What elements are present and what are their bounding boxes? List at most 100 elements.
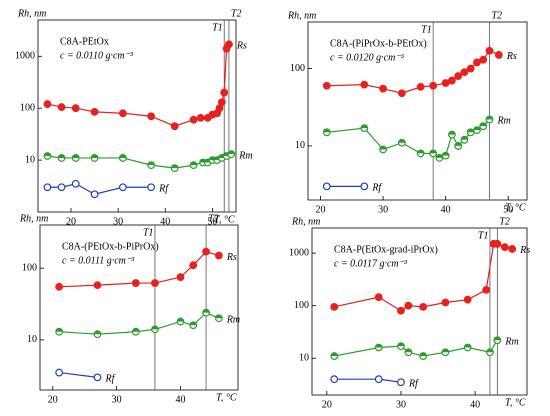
data-point [170,164,179,173]
y-tick-label: 100 [294,300,309,311]
marker-half [151,326,159,330]
data-point [330,352,339,360]
data-point [485,115,494,124]
marker [441,298,450,307]
marker [374,293,383,302]
marker-half [419,352,427,357]
marker [57,103,66,111]
series-name: Rm [504,337,518,348]
marker-half [397,342,405,347]
marker-half [442,152,449,156]
data-point [202,247,210,256]
data-point [118,183,127,192]
y-axis-label: Rh, nm [291,216,320,227]
series-name: Rf [408,379,419,390]
marker [90,190,99,199]
marker-half [442,348,449,353]
marker [419,302,428,311]
marker-half [464,344,471,348]
series-line [334,339,498,357]
data-point [435,154,444,162]
data-point [482,285,491,294]
data-point [214,251,223,260]
marker [360,80,369,89]
y-tick-label: 10 [299,353,309,364]
marker-half [132,328,140,332]
data-point [118,154,127,162]
marker-half [119,154,127,158]
y-tick-label: 100 [22,262,37,273]
plot-frame [307,21,528,201]
marker [57,183,66,192]
marker [494,51,503,59]
data-point [463,295,472,304]
series-line [59,371,98,378]
data-point [374,375,383,384]
data-point [441,151,450,160]
data-point [93,373,102,382]
panel-title: C8A-(PEtOx-b-PiPrOx) [62,241,159,252]
marker-half [58,154,65,158]
data-point [131,327,140,336]
y-tick-label: 10 [25,154,35,165]
marker-half [171,164,179,169]
series-name: Rm [496,116,510,127]
marker-half [44,152,51,156]
data-point [419,352,428,360]
marker [429,81,438,90]
x-axis-label: T, °C [214,214,235,225]
transition-label: T1 [421,24,432,35]
data-point [176,317,185,326]
marker [404,301,413,310]
data-point [416,149,425,158]
marker [189,261,198,270]
data-point [360,124,369,133]
data-point [330,375,339,384]
marker [170,122,179,131]
x-tick-label: 30 [112,394,122,405]
series-name: Rs [226,252,237,263]
marker [463,295,472,304]
marker-half [190,161,197,166]
marker [189,115,198,124]
marker [71,104,80,113]
marker-half [429,150,437,154]
marker [330,375,339,384]
transition-label: T1 [212,22,223,33]
data-point [397,378,405,387]
marker [147,112,156,121]
data-point [118,109,127,118]
series-name: Rf [158,184,169,195]
marker-half [215,315,223,319]
data-point [176,273,185,282]
marker [441,79,450,87]
data-point [322,182,331,191]
plot-frame [37,19,237,213]
data-point [43,100,52,108]
series-name: Rm [226,315,240,326]
data-point [479,122,488,131]
plot-frame [311,227,528,396]
marker [55,282,64,291]
data-point [473,126,481,135]
series-name: Rs [236,41,247,52]
data-point [189,261,198,270]
marker [479,55,488,64]
marker [202,247,210,256]
data-point [441,298,450,307]
x-tick-label: 40 [176,394,186,405]
y-tick-label: 1000 [15,51,35,62]
data-point [189,115,198,124]
data-point [397,89,406,98]
marker-half [448,131,456,135]
data-point [404,348,413,357]
data-point [90,154,99,162]
marker [322,182,331,191]
marker-half [454,142,462,146]
panel-subtitle: c = 0.0111 g·cm⁻³ [62,255,135,266]
marker [118,109,127,118]
marker [131,279,140,287]
marker [196,113,205,122]
x-tick-label: 20 [48,394,58,405]
series-name: Rs [506,51,517,62]
